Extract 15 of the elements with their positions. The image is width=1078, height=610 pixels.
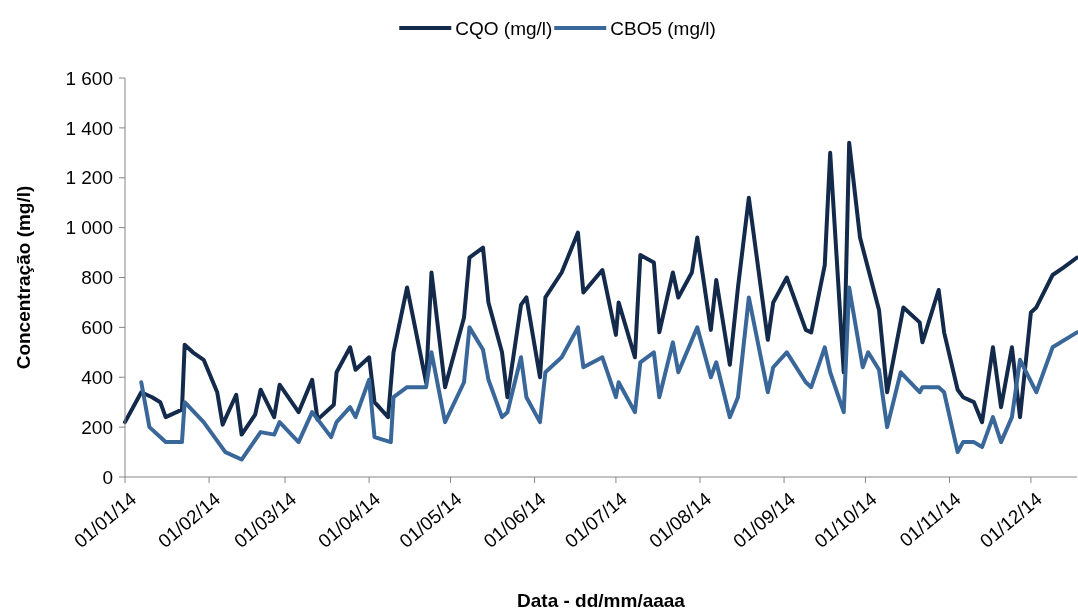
line-series: [139, 285, 1078, 462]
y-tick-label: 600: [81, 317, 113, 339]
y-tick-label: 800: [81, 267, 113, 289]
y-tick-label: 1 200: [65, 167, 113, 189]
x-axis-title: Data - dd/mm/aaaa: [517, 590, 686, 610]
y-tick-label: 200: [81, 416, 113, 438]
line-series: [123, 140, 1078, 437]
legend-label: CBO5 (mg/l): [610, 17, 716, 39]
y-tick-label: 400: [81, 366, 113, 388]
y-axis-title: Concentração (mg/l): [13, 185, 34, 370]
y-tick-label: 0: [102, 466, 113, 488]
legend-label: CQO (mg/l): [455, 17, 553, 39]
y-tick-label: 1 000: [65, 217, 113, 239]
y-tick-label: 1 600: [65, 67, 113, 89]
y-tick-label: 1 400: [65, 117, 113, 139]
